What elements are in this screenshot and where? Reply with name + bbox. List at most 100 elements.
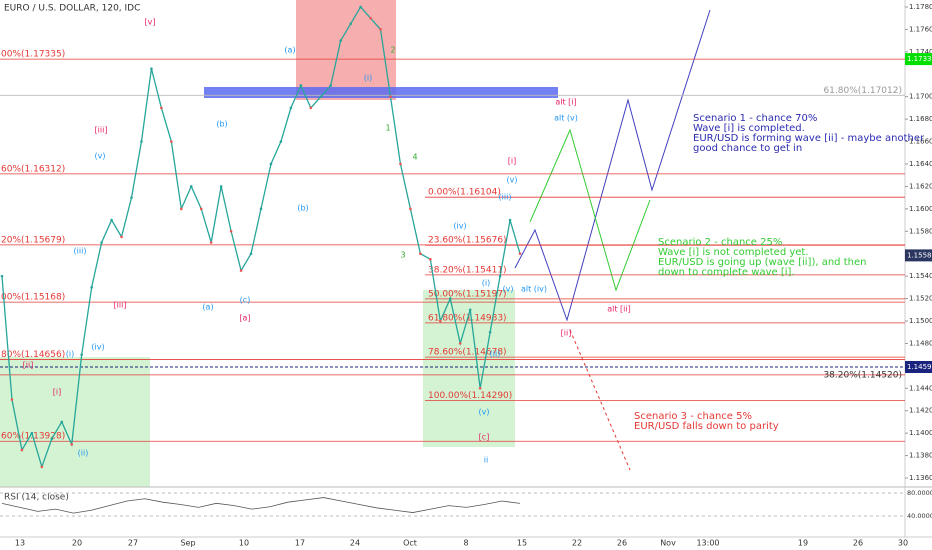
scenario-text: Scenario 1 - chance 70% xyxy=(693,113,817,124)
y-tick-label: 1.13800 xyxy=(909,452,932,460)
price-point xyxy=(468,308,472,312)
price-point xyxy=(100,241,103,244)
fib-label: 60%(1.16312) xyxy=(1,164,65,174)
price-point xyxy=(448,297,452,300)
y-tick-label: 1.14000 xyxy=(909,429,932,437)
chart-title: EURO / U.S. DOLLAR, 120, IDC xyxy=(4,4,140,14)
fib-label: 00%(1.17335) xyxy=(1,50,65,60)
price-point xyxy=(389,95,392,98)
price-point xyxy=(518,252,522,256)
wave-label: 3 xyxy=(400,251,405,260)
rsi-label: RSI (14, close) xyxy=(4,493,69,503)
price-point xyxy=(120,235,123,239)
y-tick-label: 1.14200 xyxy=(909,407,932,415)
green-zone xyxy=(423,290,515,447)
y-tick-label: 1.15000 xyxy=(909,317,932,325)
x-tick-label: 17 xyxy=(295,539,305,548)
wave-label: (v) xyxy=(503,285,514,294)
price-point xyxy=(180,207,183,211)
wave-label: alt (iv) xyxy=(521,285,547,294)
y-tick-label: 1.15800 xyxy=(909,227,932,235)
price-point xyxy=(160,106,163,110)
x-tick-label: 27 xyxy=(128,539,138,548)
price-tag-label: 1.17335 xyxy=(907,55,932,63)
rsi-tick-label: 80.0000 xyxy=(907,489,932,497)
scenario-text: Wave [i] is completed. xyxy=(693,123,805,134)
red-zone xyxy=(296,0,396,100)
y-tick-label: 1.17600 xyxy=(909,25,932,33)
wave-label: 2 xyxy=(390,46,395,55)
price-point xyxy=(249,252,253,256)
x-tick-label: 8 xyxy=(463,539,468,548)
price-point xyxy=(130,196,133,199)
price-tag-label: 1.15585 xyxy=(907,251,932,259)
wave-label: ii xyxy=(484,456,488,465)
rsi-tick-label: 40.0000 xyxy=(907,512,932,520)
scenario-text: EUR/USD is forming wave [ii] - maybe ano… xyxy=(693,133,925,144)
wave-label: (v) xyxy=(507,176,518,185)
price-point xyxy=(40,465,44,469)
wave-label: [ii] xyxy=(561,329,572,338)
scenario-text: good chance to get in xyxy=(693,143,802,154)
wave-label: (ii) xyxy=(490,350,501,359)
price-point xyxy=(90,286,93,289)
price-point xyxy=(279,140,283,143)
x-tick-label: 13:00 xyxy=(696,539,719,548)
wave-label: (iii) xyxy=(499,193,512,202)
y-tick-label: 1.17000 xyxy=(909,93,932,101)
fib-label: 38.20%(1.15411) xyxy=(428,265,507,275)
rsi-line xyxy=(1,497,521,514)
wave-label: [ii] xyxy=(23,361,34,370)
price-tag-label: 1.14590 xyxy=(907,363,932,371)
wave-label: (ii) xyxy=(78,449,89,458)
price-point xyxy=(80,353,83,356)
x-tick-label: 15 xyxy=(517,539,527,548)
scenario-text: down to complete wave [i]. xyxy=(658,267,795,278)
price-point xyxy=(0,274,4,278)
wave-label: [i] xyxy=(53,388,61,397)
y-tick-label: 1.15200 xyxy=(909,295,932,303)
price-point xyxy=(289,106,293,110)
y-tick-label: 1.14800 xyxy=(909,339,932,347)
fib-label: 61.80%(1.17012) xyxy=(823,86,902,96)
wave-label: [iii] xyxy=(114,301,127,310)
wave-label: (a) xyxy=(202,303,213,312)
x-tick-label: 22 xyxy=(572,539,582,548)
wave-label: (v) xyxy=(479,408,490,417)
wave-label: (b) xyxy=(297,204,308,213)
fib-label: 0.00%(1.16104) xyxy=(428,188,501,198)
price-point xyxy=(339,39,342,42)
price-point xyxy=(429,258,432,261)
scenario-text: EUR/USD is going up (wave [ii]), and the… xyxy=(658,257,866,268)
wave-label: (a) xyxy=(284,46,295,55)
wave-label: alt (v) xyxy=(554,114,578,123)
fib-label: 80%(1.14656) xyxy=(1,350,65,360)
price-point xyxy=(359,5,362,9)
price-point xyxy=(199,207,203,211)
y-tick-label: 1.16200 xyxy=(909,182,932,190)
price-point xyxy=(269,162,273,166)
price-point xyxy=(419,252,422,256)
x-tick-label: 10 xyxy=(239,539,249,548)
price-point xyxy=(379,28,382,31)
x-tick-label: 13 xyxy=(15,539,25,548)
price-point xyxy=(329,84,333,87)
price-point xyxy=(50,437,54,441)
price-point xyxy=(409,207,412,211)
price-point xyxy=(10,398,14,401)
wave-label: [a] xyxy=(239,314,250,323)
wave-label: 1 xyxy=(385,124,390,133)
price-point xyxy=(498,274,502,278)
price-point xyxy=(508,218,512,222)
y-tick-label: 1.14400 xyxy=(909,384,932,392)
scenario-text: EUR/USD falls down to parity xyxy=(634,421,779,432)
price-point xyxy=(209,241,213,244)
wave-label: (i) xyxy=(482,279,490,288)
wave-label: (c) xyxy=(240,296,251,305)
price-point xyxy=(239,269,243,272)
fib-label: 78.60%(1.14678) xyxy=(428,348,507,358)
x-tick-label: 24 xyxy=(350,539,360,548)
price-point xyxy=(140,140,143,143)
fib-label: 00%(1.15168) xyxy=(1,293,65,303)
